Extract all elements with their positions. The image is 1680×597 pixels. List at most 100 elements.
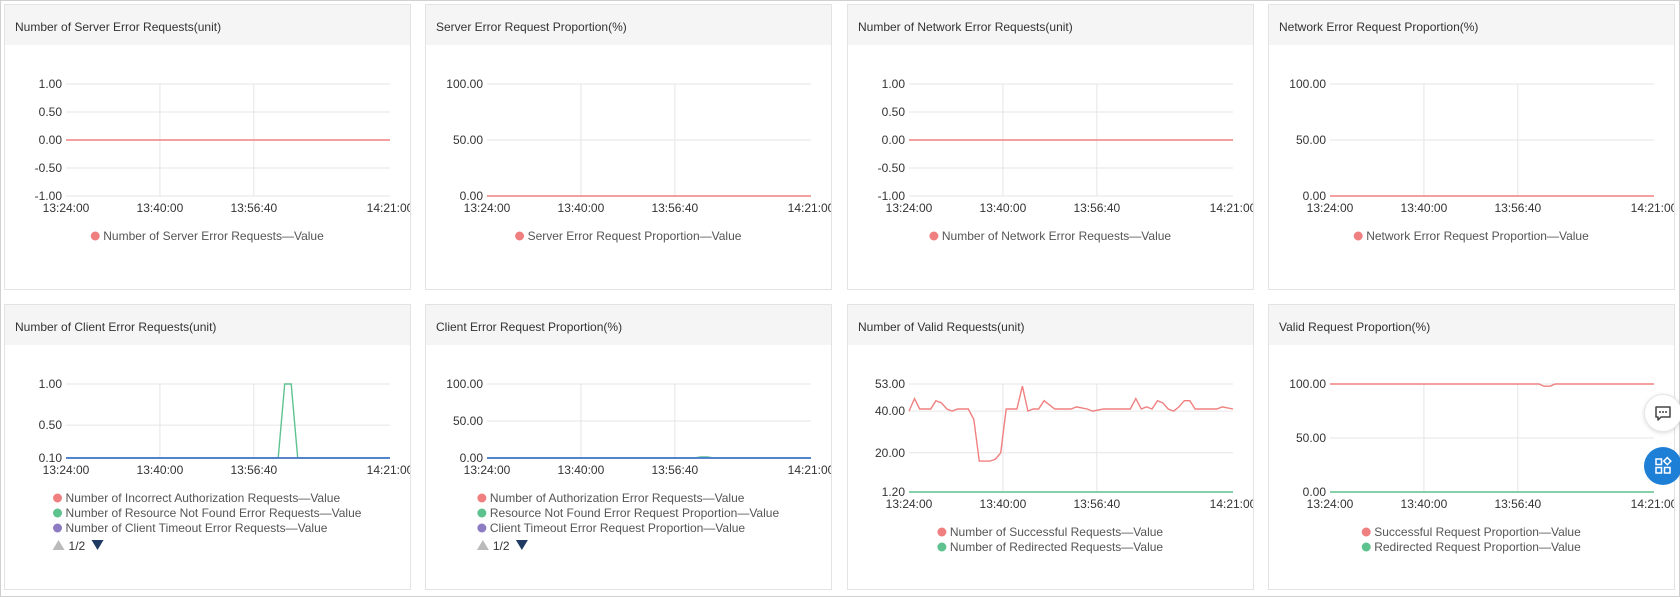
panel-title: Number of Server Error Requests(unit)	[5, 5, 410, 45]
legend-marker	[937, 527, 947, 537]
panel-client-error-proportion: Client Error Request Proportion(%) 13:24…	[425, 304, 832, 590]
legend-item[interactable]: Number of Redirected Requests—Value	[937, 540, 1163, 554]
pager-text: 1/2	[69, 539, 86, 553]
x-tick-label: 13:40:00	[558, 463, 605, 477]
y-tick-label: 1.00	[39, 77, 63, 91]
x-tick-label: 13:56:40	[651, 463, 698, 477]
legend-marker	[53, 508, 63, 518]
x-tick-label: 13:24:00	[43, 201, 90, 215]
y-tick-label: 40.00	[875, 404, 905, 418]
y-tick-label: 50.00	[1296, 133, 1326, 147]
y-tick-label: 0.00	[882, 133, 906, 147]
legend-label: Number of Resource Not Found Error Reque…	[66, 506, 362, 520]
panel-title: Server Error Request Proportion(%)	[426, 5, 831, 45]
legend-marker	[1361, 542, 1371, 552]
y-tick-label: 100.00	[446, 377, 483, 391]
y-tick-label: 1.00	[882, 77, 906, 91]
x-tick-label: 13:56:40	[230, 201, 277, 215]
pager-next-icon[interactable]	[515, 540, 528, 550]
series-line-0	[1330, 383, 1654, 387]
y-tick-label: -0.50	[35, 161, 63, 175]
chat-button[interactable]	[1644, 394, 1680, 432]
x-tick-label: 13:40:00	[1401, 201, 1448, 215]
series-line-1	[66, 383, 390, 459]
legend-item[interactable]: Client Timeout Error Request Proportion—…	[477, 521, 745, 535]
panel-server-error-proportion: Server Error Request Proportion(%) 13:24…	[425, 4, 832, 290]
y-tick-label: 0.00	[1303, 485, 1327, 499]
legend-marker	[515, 231, 525, 241]
legend-item[interactable]: Number of Server Error Requests—Value	[90, 229, 324, 243]
legend-label: Number of Client Timeout Error Requests—…	[66, 521, 328, 535]
pager-next-icon[interactable]	[91, 540, 104, 550]
legend-item[interactable]: Server Error Request Proportion—Value	[515, 229, 742, 243]
legend-item[interactable]: Number of Network Error Requests—Value	[929, 229, 1171, 243]
y-tick-label: 50.00	[1296, 431, 1326, 445]
chart-valid-request-proportion: 13:24:00 13:40:00 13:56:40 14:21:00 100.00 50…	[1289, 377, 1674, 554]
y-tick-label: -1.00	[35, 189, 63, 203]
legend-item[interactable]: Number of Resource Not Found Error Reque…	[53, 506, 362, 520]
legend-marker	[53, 493, 63, 503]
legend-label: Number of Server Error Requests—Value	[103, 229, 324, 243]
y-tick-label: 50.00	[453, 133, 483, 147]
x-tick-label: 13:40:00	[1401, 497, 1448, 511]
legend-label: Number of Incorrect Authorization Reques…	[66, 491, 341, 505]
y-tick-label: 0.00	[460, 451, 484, 465]
chart-valid-request-count: 13:24:00 13:40:00 13:56:40 14:21:00 53.00 40.…	[875, 377, 1253, 554]
x-tick-label: 14:21:00	[1210, 201, 1253, 215]
legend-item[interactable]: Number of Successful Requests—Value	[937, 525, 1163, 539]
y-tick-label: 0.50	[882, 105, 906, 119]
pager-prev-icon[interactable]	[476, 540, 489, 550]
legend-item[interactable]: Redirected Request Proportion—Value	[1361, 540, 1581, 554]
panel-title: Number of Network Error Requests(unit)	[848, 5, 1253, 45]
legend-item[interactable]: Resource Not Found Error Request Proport…	[477, 506, 779, 520]
chat-icon	[1655, 406, 1671, 421]
y-tick-label: 0.00	[39, 133, 63, 147]
x-tick-label: 13:40:00	[558, 201, 605, 215]
x-tick-label: 13:56:40	[1494, 497, 1541, 511]
chart-client-error-proportion: 13:24:00 13:40:00 13:56:40 14:21:00 100.00 50…	[446, 377, 831, 553]
x-tick-label: 13:40:00	[980, 201, 1027, 215]
series-line-0	[908, 385, 1234, 462]
y-tick-label: 1.00	[39, 377, 63, 391]
legend-label: Network Error Request Proportion—Value	[1366, 229, 1589, 243]
pager-prev-icon[interactable]	[52, 540, 65, 550]
legend-item[interactable]: Number of Client Timeout Error Requests—…	[53, 521, 328, 535]
legend-item[interactable]: Number of Incorrect Authorization Reques…	[53, 491, 340, 505]
x-tick-label: 13:56:40	[230, 463, 277, 477]
x-tick-label: 13:56:40	[1073, 497, 1120, 511]
legend-marker	[477, 523, 487, 533]
x-tick-label: 14:21:00	[788, 201, 831, 215]
x-tick-label: 13:24:00	[464, 463, 511, 477]
legend-item[interactable]: Number of Authorization Error Requests—V…	[477, 491, 745, 505]
legend-marker	[477, 493, 487, 503]
x-tick-label: 13:40:00	[980, 497, 1027, 511]
legend-label: Successful Request Proportion—Value	[1374, 525, 1581, 539]
x-tick-label: 13:24:00	[1307, 201, 1354, 215]
panel-network-error-count: Number of Network Error Requests(unit) 1…	[847, 4, 1254, 290]
panel-title: Number of Client Error Requests(unit)	[5, 305, 410, 345]
y-tick-label: 0.50	[39, 418, 63, 432]
x-tick-label: 14:21:00	[1631, 497, 1674, 511]
chart-server-error-proportion: 13:24:00 13:40:00 13:56:40 14:21:00 100.00 50…	[446, 77, 831, 243]
legend-label: Redirected Request Proportion—Value	[1374, 540, 1581, 554]
y-tick-label: 0.00	[1303, 189, 1327, 203]
y-tick-label: 20.00	[875, 446, 905, 460]
legend-marker	[937, 542, 947, 552]
x-tick-label: 13:24:00	[1307, 497, 1354, 511]
y-tick-label: -0.50	[878, 161, 906, 175]
x-tick-label: 13:40:00	[137, 201, 184, 215]
apps-button[interactable]	[1644, 447, 1680, 485]
x-tick-label: 14:21:00	[1631, 201, 1674, 215]
legend-marker	[53, 523, 63, 533]
y-tick-label: 1.20	[882, 485, 906, 499]
legend-item[interactable]: Successful Request Proportion—Value	[1361, 525, 1581, 539]
x-tick-label: 13:56:40	[1494, 201, 1541, 215]
y-tick-label: 53.00	[875, 377, 905, 391]
legend-item[interactable]: Network Error Request Proportion—Value	[1353, 229, 1589, 243]
x-tick-label: 14:21:00	[788, 463, 831, 477]
panel-network-error-proportion: Network Error Request Proportion(%) 13:2…	[1268, 4, 1675, 290]
x-tick-label: 13:56:40	[1073, 201, 1120, 215]
legend-label: Server Error Request Proportion—Value	[528, 229, 742, 243]
legend-marker	[90, 231, 100, 241]
x-tick-label: 13:24:00	[886, 201, 933, 215]
